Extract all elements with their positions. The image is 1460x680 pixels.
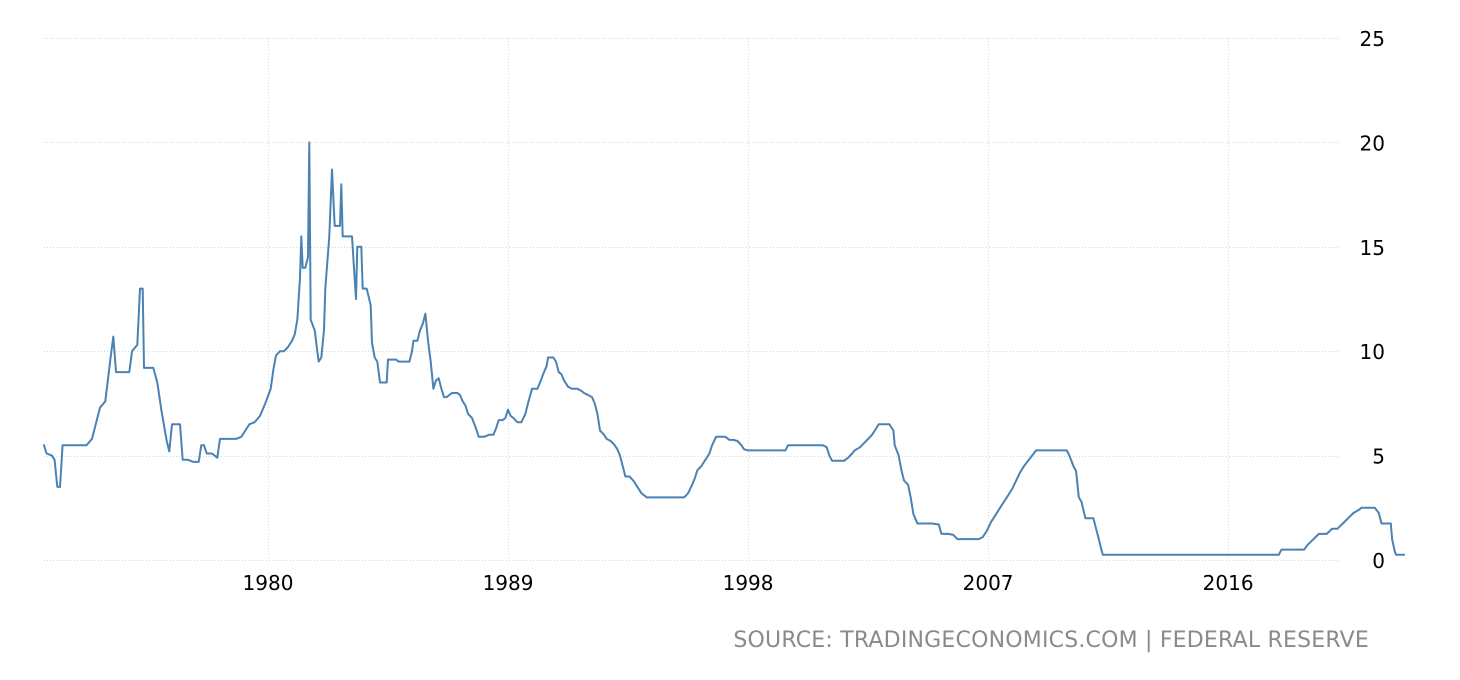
y-tick-label: 5 (1372, 445, 1385, 469)
x-tick-label: 1980 (243, 571, 294, 595)
chart-series (43, 141, 1406, 556)
x-tick-label: 1998 (723, 571, 774, 595)
chart-axes: 0 5 10 15 20 25 1980 1989 1998 2007 2016 (243, 27, 1385, 595)
y-tick-label: 0 (1372, 549, 1385, 573)
source-attribution: SOURCE: TRADINGECONOMICS.COM | FEDERAL R… (733, 628, 1369, 653)
y-tick-label: 20 (1360, 131, 1385, 155)
y-tick-label: 15 (1360, 236, 1385, 260)
x-tick-label: 2016 (1203, 571, 1254, 595)
y-tick-label: 25 (1360, 27, 1385, 51)
y-tick-label: 10 (1360, 340, 1385, 364)
x-tick-label: 1989 (483, 571, 534, 595)
x-tick-label: 2007 (963, 571, 1014, 595)
rate-series-line (43, 141, 1406, 556)
chart-grid (44, 38, 1340, 561)
